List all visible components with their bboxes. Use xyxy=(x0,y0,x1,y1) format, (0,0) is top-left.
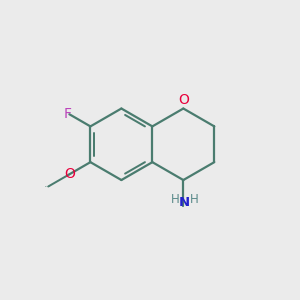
Text: O: O xyxy=(64,167,75,181)
Text: F: F xyxy=(64,107,72,121)
Text: H: H xyxy=(171,193,180,206)
Text: H: H xyxy=(190,193,199,206)
Text: N: N xyxy=(178,196,190,209)
Text: methoxy: methoxy xyxy=(45,186,51,187)
Text: O: O xyxy=(178,93,189,107)
